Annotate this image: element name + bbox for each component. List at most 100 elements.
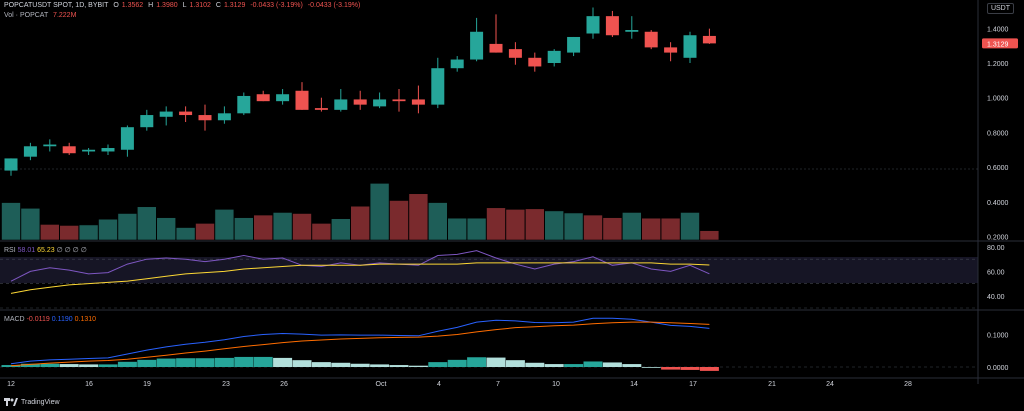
volume-bar bbox=[699, 230, 720, 241]
candle-body bbox=[256, 94, 270, 102]
rsi-ma-line bbox=[10, 262, 710, 294]
macd-histogram-bar bbox=[98, 364, 118, 367]
candle-body bbox=[470, 31, 484, 60]
price-tick-label: 0.8000 bbox=[987, 130, 1009, 137]
rsi-value: 58.01 bbox=[17, 247, 36, 254]
macd-hist-value: -0.0119 bbox=[26, 316, 50, 323]
macd-histogram-bar bbox=[525, 362, 545, 367]
macd-histogram-bar bbox=[1, 365, 21, 367]
macd-histogram-bar bbox=[370, 364, 390, 367]
volume-bar bbox=[234, 217, 254, 241]
candle-body bbox=[217, 113, 231, 121]
macd-line-value: 0.1190 bbox=[51, 316, 73, 323]
macd-line bbox=[10, 317, 710, 365]
volume-bar bbox=[466, 217, 487, 241]
rsi-ma-value: 65.23 bbox=[37, 247, 55, 254]
volume-label[interactable]: Vol · POPCAT bbox=[4, 12, 49, 19]
candle-body bbox=[159, 111, 173, 117]
date-tick-label: 24 bbox=[826, 381, 834, 388]
macd-histogram-bar bbox=[79, 364, 99, 367]
volume-bar bbox=[427, 202, 448, 241]
candle-body bbox=[644, 31, 658, 48]
date-tick-label: 19 bbox=[143, 381, 151, 388]
macd-histogram-bar bbox=[602, 362, 622, 367]
volume-bar bbox=[330, 218, 351, 241]
rsi-label[interactable]: RSI bbox=[4, 247, 16, 254]
macd-histogram-bar bbox=[408, 365, 428, 367]
rsi-band bbox=[0, 257, 978, 283]
candle-body bbox=[392, 99, 406, 102]
volume-bar bbox=[59, 225, 80, 241]
candle-body bbox=[547, 50, 561, 63]
volume-bar bbox=[39, 224, 60, 241]
high-label: H bbox=[148, 2, 154, 9]
candle-body bbox=[4, 158, 18, 171]
rsi-tick-label: 80.00 bbox=[987, 245, 1005, 252]
macd-histogram-bar bbox=[350, 363, 370, 367]
candle-body bbox=[605, 16, 619, 36]
macd-histogram-bar bbox=[641, 367, 661, 368]
macd-label[interactable]: MACD bbox=[4, 316, 25, 323]
candle-body bbox=[625, 30, 639, 32]
volume-bar bbox=[621, 212, 642, 241]
date-tick-label: 21 bbox=[768, 381, 776, 388]
volume-bar bbox=[253, 214, 273, 241]
volume-bar bbox=[486, 207, 506, 241]
volume-bar bbox=[137, 206, 157, 241]
ohlc-legend: POPCATUSDT SPOT, 1D, BYBIT O 1.3562 H 1.39… bbox=[4, 2, 363, 9]
macd-histogram-bar bbox=[117, 361, 137, 367]
macd-histogram-bar bbox=[156, 358, 176, 367]
macd-histogram-bar bbox=[680, 367, 700, 370]
candle-body bbox=[664, 47, 678, 53]
volume-bar bbox=[602, 217, 623, 241]
rsi-tick-label: 60.00 bbox=[987, 269, 1005, 276]
date-tick-label: 28 bbox=[904, 381, 912, 388]
tradingview-brand: TradingView bbox=[21, 398, 60, 406]
price-tick-label: 0.4000 bbox=[987, 200, 1009, 207]
volume-bar bbox=[195, 223, 215, 241]
symbol-title[interactable]: POPCATUSDT SPOT, 1D, BYBIT bbox=[4, 2, 109, 9]
date-tick-label: Oct bbox=[376, 381, 387, 388]
macd-signal-line bbox=[10, 321, 710, 367]
macd-tick-label: 0.0000 bbox=[987, 365, 1009, 372]
last-price-label: 1.3129 bbox=[987, 41, 1009, 48]
tradingview-logo-icon bbox=[4, 398, 18, 406]
candle-body bbox=[82, 149, 96, 152]
tradingview-logo[interactable]: TradingView bbox=[4, 398, 60, 406]
volume-bar bbox=[214, 209, 235, 241]
volume-bar bbox=[369, 183, 390, 241]
date-tick-label: 14 bbox=[630, 381, 638, 388]
volume-bar bbox=[524, 208, 545, 241]
volume-bar bbox=[78, 224, 99, 241]
macd-histogram-bar bbox=[214, 357, 234, 367]
volume-legend: Vol · POPCAT 7.222M bbox=[4, 12, 76, 19]
candle-body bbox=[489, 43, 503, 53]
macd-histogram-bar bbox=[467, 357, 487, 367]
macd-histogram-bar bbox=[583, 361, 603, 367]
open-label: O bbox=[113, 2, 119, 9]
macd-histogram-bar bbox=[311, 362, 331, 367]
volume-bar bbox=[447, 217, 468, 241]
candle-body bbox=[62, 146, 76, 154]
volume-bar bbox=[680, 212, 700, 241]
rsi-tick-label: 40.00 bbox=[987, 294, 1005, 301]
macd-histogram-bar bbox=[428, 362, 448, 367]
low-value: 1.3102 bbox=[189, 2, 211, 9]
close-label: C bbox=[215, 2, 221, 9]
candle-body bbox=[101, 148, 115, 152]
rsi-legend: RSI 58.01 65.23 ∅ ∅ ∅ ∅ bbox=[4, 246, 87, 254]
change-value: -0.0433 (-3.19%) bbox=[250, 2, 303, 9]
currency-badge[interactable]: USDT bbox=[986, 3, 1014, 14]
macd-histogram-bar bbox=[447, 359, 467, 367]
macd-histogram-bar bbox=[505, 360, 525, 367]
macd-histogram-bar bbox=[176, 358, 196, 367]
candle-body bbox=[353, 99, 367, 105]
macd-histogram-bar bbox=[564, 364, 584, 367]
candle-body bbox=[43, 144, 57, 147]
candle-body bbox=[411, 99, 425, 105]
last-price-marker bbox=[982, 38, 1018, 49]
macd-histogram-bar bbox=[699, 367, 719, 371]
volume-bar bbox=[98, 218, 118, 241]
volume-bar bbox=[544, 210, 565, 241]
